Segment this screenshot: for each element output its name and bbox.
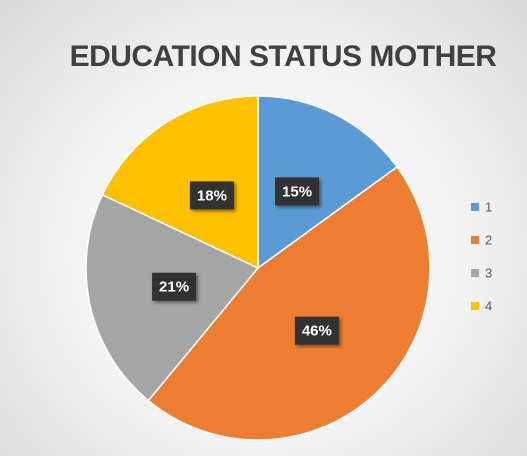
data-label: 15% — [282, 183, 312, 200]
legend-swatch — [471, 203, 479, 211]
legend-label: 4 — [485, 298, 492, 313]
legend-swatch — [471, 236, 479, 244]
legend-swatch — [471, 269, 479, 277]
data-label-box — [189, 181, 234, 210]
data-label: 18% — [197, 187, 227, 204]
pie-slice — [101, 95, 259, 270]
pie-slice — [147, 165, 431, 441]
legend-label: 1 — [485, 199, 492, 214]
chart-title: EDUCATION STATUS MOTHER — [70, 40, 498, 73]
legend-swatch — [471, 302, 479, 310]
legend-label: 3 — [485, 265, 492, 280]
data-label: 46% — [302, 323, 332, 340]
data-label-box — [294, 316, 339, 345]
pie-slice — [257, 95, 399, 270]
data-label: 21% — [159, 279, 189, 296]
legend-label: 2 — [485, 232, 492, 247]
data-label-box — [152, 272, 197, 301]
data-label-box — [275, 177, 320, 206]
